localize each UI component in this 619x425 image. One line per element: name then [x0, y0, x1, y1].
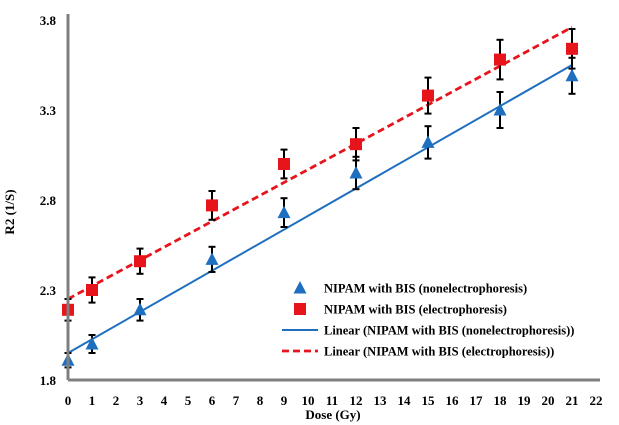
- trendline-2: [67, 25, 573, 301]
- x-tick-label: 16: [446, 393, 460, 408]
- x-tick-label: 1: [89, 393, 96, 408]
- data-point-series-2: [350, 138, 362, 151]
- x-tick-label: 5: [185, 393, 192, 408]
- x-tick-label: 8: [257, 393, 264, 408]
- legend-label: Linear (NIPAM with BIS (nonelectrophores…: [324, 324, 574, 338]
- legend-label: NIPAM with BIS (electrophoresis): [324, 303, 507, 317]
- x-tick-label: 18: [494, 393, 508, 408]
- data-point-series-2: [278, 158, 290, 170]
- legend-square-icon: [294, 303, 306, 315]
- x-tick-label: 13: [374, 393, 388, 408]
- legend-entry-1: NIPAM with BIS (nonelectrophoresis): [293, 281, 527, 296]
- data-point-series-2: [422, 89, 434, 102]
- x-tick-label: 22: [590, 393, 603, 408]
- y-tick-label: 2.3: [40, 283, 57, 298]
- x-tick-label: 4: [161, 393, 168, 408]
- x-tick-label: 21: [566, 393, 579, 408]
- data-point-series-1: [133, 302, 147, 316]
- data-point-series-1: [493, 103, 507, 116]
- legend: NIPAM with BIS (nonelectrophoresis) NIPAM…: [282, 281, 574, 359]
- data-point-series-1: [85, 337, 99, 350]
- x-tick-label: 7: [233, 393, 240, 408]
- legend-entry-4: Linear (NIPAM with BIS (electrophoresis)…: [282, 345, 554, 359]
- y-axis-label: R2 (1/S): [2, 189, 17, 234]
- y-tick-label: 1.8: [40, 373, 57, 388]
- x-tick-label: 10: [302, 393, 315, 408]
- x-tick-label: 3: [137, 393, 144, 408]
- legend-label: NIPAM with BIS (nonelectrophoresis): [324, 282, 527, 296]
- data-point-series-1: [565, 68, 579, 82]
- legend-label: Linear (NIPAM with BIS (electrophoresis)…: [324, 345, 554, 359]
- trendline-1: [67, 64, 573, 354]
- y-tick-label: 3.8: [40, 13, 57, 28]
- x-tick-label: 17: [470, 393, 484, 408]
- data-point-series-2: [566, 42, 578, 55]
- x-tick-label: 14: [398, 393, 412, 408]
- data-point-series-2: [494, 53, 506, 66]
- data-point-series-1: [205, 252, 219, 265]
- x-tick-label: 11: [326, 393, 338, 408]
- legend-triangle-icon: [293, 281, 307, 294]
- x-tick-label: 15: [422, 393, 436, 408]
- x-tick-label: 2: [113, 393, 120, 408]
- y-tick-label: 2.8: [40, 193, 57, 208]
- legend-entry-3: Linear (NIPAM with BIS (nonelectrophores…: [282, 324, 574, 338]
- data-point-series-2: [86, 284, 98, 296]
- data-point-series-1: [421, 135, 435, 148]
- data-point-series-2: [134, 255, 146, 268]
- x-tick-label: 12: [350, 393, 363, 408]
- legend-entry-2: NIPAM with BIS (electrophoresis): [294, 303, 507, 317]
- x-axis-label: Dose (Gy): [305, 407, 360, 422]
- x-tick-label: 9: [281, 393, 288, 408]
- data-point-series-1: [277, 205, 291, 219]
- x-tick-label: 20: [542, 393, 555, 408]
- plot-area: [61, 25, 579, 369]
- data-point-series-2: [206, 199, 218, 212]
- x-tick-label: 6: [209, 393, 216, 408]
- axes: 0 1 2 3 4 5 6 7 8 9 10 11 12 13 14 15 16 17 18 19 20 21 221.82…: [40, 13, 603, 408]
- x-tick-label: 19: [518, 393, 532, 408]
- x-tick-label: 0: [65, 393, 72, 408]
- data-point-series-1: [349, 166, 363, 179]
- y-tick-label: 3.3: [40, 103, 57, 118]
